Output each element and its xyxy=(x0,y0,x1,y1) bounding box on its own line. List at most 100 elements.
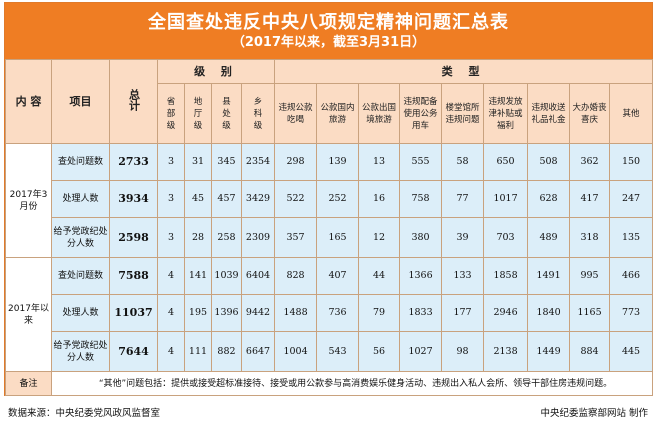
cell: 2946 xyxy=(483,294,529,332)
row-item: 处理人数 xyxy=(51,180,110,218)
table-row: 处理人数 11037 4 195 1396 9442 1488 736 79 1… xyxy=(6,294,654,332)
data-source: 数据来源：中央纪委党风政风监督室 xyxy=(8,408,161,419)
cell: 56 xyxy=(358,331,401,372)
note-text: “其他”问题包括：提供或接受超标准接待、接受或用公款参与高消费娱乐健身活动、违规… xyxy=(50,371,654,396)
table-row: 2017年3月份 查处问题数 2733 3 31 345 2354 298 13… xyxy=(5,143,654,258)
header-type: 公款国内旅游 xyxy=(316,83,360,144)
cell: 380 xyxy=(399,217,443,258)
period-label: 2017年以来 xyxy=(5,257,52,372)
cell: 6404 xyxy=(240,257,276,295)
cell: 1833 xyxy=(399,294,443,332)
cell: 2354 xyxy=(240,143,276,181)
cell: 150 xyxy=(609,143,654,181)
table-row: 给予党政纪处分人数 7644 4 111 882 6647 1004 543 5… xyxy=(6,331,654,372)
cell: 703 xyxy=(483,217,529,258)
row-item: 处理人数 xyxy=(51,294,110,332)
page-title: 全国查处违反中央八项规定精神问题汇总表 xyxy=(148,12,509,33)
header-type: 其他 xyxy=(609,83,654,144)
cell: 28 xyxy=(184,217,212,258)
cell: 3429 xyxy=(240,180,276,218)
row-total: 11037 xyxy=(109,294,158,332)
cell: 77 xyxy=(441,180,485,218)
cell: 1491 xyxy=(527,257,571,295)
cell: 1366 xyxy=(399,257,443,295)
cell: 31 xyxy=(184,143,212,181)
header-level-group: 级 别 xyxy=(156,59,276,84)
note-row: 备注 “其他”问题包括：提供或接受超标准接待、接受或用公款参与高消费娱乐健身活动… xyxy=(5,371,654,396)
cell: 12 xyxy=(358,217,401,258)
cell: 45 xyxy=(184,180,212,218)
cell: 357 xyxy=(274,217,318,258)
row-item: 给予党政纪处分人数 xyxy=(51,331,110,372)
cell: 1488 xyxy=(274,294,318,332)
header-content: 内 容 xyxy=(5,59,52,144)
cell: 13 xyxy=(358,143,401,181)
row-item: 查处问题数 xyxy=(51,143,110,181)
note-label: 备注 xyxy=(5,371,52,396)
cell: 98 xyxy=(441,331,485,372)
cell: 508 xyxy=(527,143,571,181)
header-total-label: 总计 xyxy=(127,89,141,111)
row-total: 7644 xyxy=(109,331,158,372)
cell: 247 xyxy=(609,180,654,218)
row-item: 查处问题数 xyxy=(51,257,110,295)
cell: 736 xyxy=(316,294,360,332)
page-subtitle: （2017年以来，截至3月31日） xyxy=(231,35,426,50)
cell: 4 xyxy=(157,257,185,295)
cell: 3 xyxy=(157,143,185,181)
table-row: 处理人数 3934 3 45 457 3429 522 252 16 758 7… xyxy=(6,180,654,218)
cell: 4 xyxy=(157,294,185,332)
cell: 9442 xyxy=(240,294,276,332)
row-item: 给予党政纪处分人数 xyxy=(51,217,110,258)
summary-table: 内 容 项目 总计 级 别 类 型 省部级 地厅级 县处级 乡科级 违规公款吃喝… xyxy=(5,59,654,396)
table-row: 2017年以来 查处问题数 7588 4 141 1039 6404 828 4… xyxy=(5,257,654,372)
cell: 39 xyxy=(441,217,485,258)
title-banner: 全国查处违反中央八项规定精神问题汇总表 （2017年以来，截至3月31日） xyxy=(5,3,652,59)
cell: 828 xyxy=(274,257,318,295)
cell: 2309 xyxy=(240,217,276,258)
cell: 1027 xyxy=(399,331,443,372)
cell: 258 xyxy=(211,217,242,258)
header-level: 地厅级 xyxy=(184,83,212,144)
cell: 457 xyxy=(211,180,242,218)
cell: 628 xyxy=(527,180,571,218)
cell: 1449 xyxy=(527,331,571,372)
cell: 318 xyxy=(569,217,611,258)
table-row: 给予党政纪处分人数 2598 3 28 258 2309 357 165 12 … xyxy=(6,217,654,258)
cell: 165 xyxy=(316,217,360,258)
cell: 111 xyxy=(184,331,212,372)
header-level: 省部级 xyxy=(157,83,185,144)
cell: 758 xyxy=(399,180,443,218)
cell: 252 xyxy=(316,180,360,218)
summary-table-frame: 全国查处违反中央八项规定精神问题汇总表 （2017年以来，截至3月31日） 内 … xyxy=(4,2,654,396)
cell: 555 xyxy=(399,143,443,181)
header-type: 违规收送礼品礼金 xyxy=(527,83,571,144)
cell: 882 xyxy=(211,331,242,372)
cell: 1039 xyxy=(211,257,242,295)
cell: 773 xyxy=(609,294,654,332)
cell: 195 xyxy=(184,294,212,332)
header-type: 违规发放津补贴或福利 xyxy=(483,83,529,144)
cell: 543 xyxy=(316,331,360,372)
cell: 79 xyxy=(358,294,401,332)
cell: 4 xyxy=(157,331,185,372)
header-level: 县处级 xyxy=(211,83,242,144)
cell: 1004 xyxy=(274,331,318,372)
cell: 345 xyxy=(211,143,242,181)
cell: 362 xyxy=(569,143,611,181)
cell: 298 xyxy=(274,143,318,181)
cell: 1017 xyxy=(483,180,529,218)
row-total: 3934 xyxy=(109,180,158,218)
cell: 2138 xyxy=(483,331,529,372)
header-level: 乡科级 xyxy=(240,83,276,144)
cell: 1858 xyxy=(483,257,529,295)
header-total: 总计 xyxy=(109,59,158,144)
header-type-group: 类 型 xyxy=(274,59,654,84)
header-item: 项目 xyxy=(51,59,110,144)
cell: 141 xyxy=(184,257,212,295)
header-type: 公款出国境旅游 xyxy=(358,83,401,144)
cell: 884 xyxy=(569,331,611,372)
cell: 177 xyxy=(441,294,485,332)
cell: 1396 xyxy=(211,294,242,332)
cell: 445 xyxy=(609,331,654,372)
